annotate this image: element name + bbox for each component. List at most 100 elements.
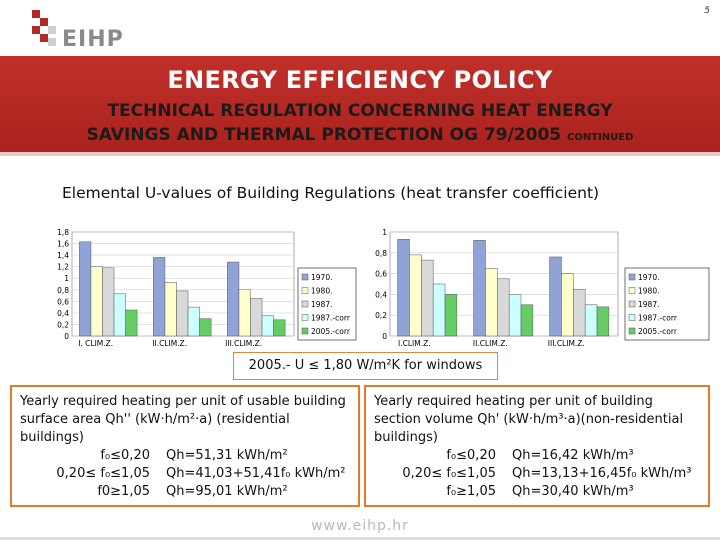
legend-label: 2005.-corr	[638, 327, 678, 336]
page-number: 5	[704, 6, 710, 16]
subtitle-line-1: TECHNICAL REGULATION CONCERNING HEAT ENE…	[107, 101, 613, 121]
formula-result: Qh=51,31 kWh/m²	[166, 448, 288, 463]
logo-text: EIHP	[62, 27, 124, 52]
footer-edge	[0, 537, 720, 540]
page-subtitle: TECHNICAL REGULATION CONCERNING HEAT ENE…	[0, 99, 720, 150]
eihp-logo: EIHP	[30, 10, 150, 56]
legend-swatch	[301, 273, 309, 281]
bar	[421, 259, 434, 337]
chart-u-values-1: 0 0,2 0,4 0,6 0,8 1 1,2 1,4 1,6 1,8 I. CLIM.Z. II.C…	[50, 226, 360, 352]
formula-result: Qh=13,13+16,45f₀ kWh/m³	[512, 466, 692, 481]
y-tick-label: 1	[382, 228, 387, 237]
formula-row: f0≥1,05 Qh=95,01 kWh/m²	[20, 483, 350, 501]
subtitle-line-2: SAVINGS AND THERMAL PROTECTION OG 79/200…	[86, 125, 562, 145]
y-tick-label: 0,2	[57, 320, 69, 329]
legend-swatch	[301, 327, 309, 335]
bar	[187, 306, 200, 337]
title-banner: ENERGY EFFICIENCY POLICY TECHNICAL REGUL…	[0, 56, 720, 152]
bar	[397, 239, 410, 337]
bar	[238, 289, 251, 337]
formula-condition: 0,20≤ f₀≤1,05	[56, 466, 150, 481]
bar	[432, 283, 446, 337]
residential-description: Yearly required heating per unit of usab…	[20, 394, 346, 445]
chart-u-values-2: 0 0,2 0,4 0,6 0,8 1 I.CLIM.Z. II.CLIM.Z. III.CLI…	[368, 226, 713, 352]
footer: www.eihp.hr	[0, 510, 720, 540]
residential-box: Yearly required heating per unit of usab…	[10, 385, 360, 507]
bar	[261, 315, 274, 337]
formula-condition: f₀≤0,20	[100, 448, 150, 463]
non-residential-description: Yearly required heating per unit of buil…	[374, 394, 684, 445]
bar	[79, 241, 92, 337]
y-tick-label: 0,4	[375, 290, 387, 299]
legend-swatch	[628, 273, 636, 281]
y-tick-label: 0,8	[57, 286, 69, 295]
logo-squares-icon	[30, 10, 60, 46]
legend-swatch	[628, 327, 636, 335]
formula-condition: f0≥1,05	[97, 484, 150, 499]
bar	[102, 267, 115, 337]
formula-condition: f₀≤0,20	[446, 448, 496, 463]
bar	[199, 318, 212, 337]
legend-label: 1987.	[311, 300, 332, 309]
formula-result: Qh=95,01 kWh/m²	[166, 484, 288, 499]
bar	[227, 261, 240, 337]
bar	[250, 298, 263, 337]
legend-swatch	[301, 300, 309, 308]
y-tick-label: 0,4	[57, 309, 69, 318]
y-tick-label: 0,6	[375, 270, 387, 279]
footer-url: www.eihp.hr	[311, 518, 409, 534]
bar	[485, 268, 498, 337]
bar	[497, 278, 510, 337]
legend-label: 2005.-corr	[311, 327, 351, 336]
x-tick-label: III.CLIM.Z.	[548, 339, 585, 348]
bar	[444, 294, 458, 337]
x-tick-label: III.CLIM.Z.	[225, 339, 262, 348]
non-residential-box: Yearly required heating per unit of buil…	[364, 385, 710, 507]
formula-row: f₀≥1,05 Qh=30,40 kWh/m³	[374, 483, 700, 501]
legend-label: 1970.	[311, 273, 332, 282]
y-tick-label: 1,8	[57, 228, 69, 237]
legend-label: 1987.-corr	[638, 314, 678, 323]
formula-row: f₀≤0,20 Qh=16,42 kWh/m³	[374, 447, 700, 465]
continued-label: CONTINUED	[567, 132, 634, 143]
formula-condition: f₀≥1,05	[446, 484, 496, 499]
y-tick-label: 0,8	[375, 249, 387, 258]
bar	[113, 293, 126, 337]
bar	[164, 282, 177, 337]
x-tick-label: II.CLIM.Z.	[473, 339, 508, 348]
formula-result: Qh=30,40 kWh/m³	[512, 484, 634, 499]
y-tick-label: 1	[64, 274, 69, 283]
legend-label: 1980.	[638, 287, 659, 296]
legend-swatch	[301, 314, 309, 321]
formula-result: Qh=16,42 kWh/m³	[512, 448, 634, 463]
y-tick-label: 1,6	[57, 240, 69, 249]
banner-strip	[0, 152, 720, 156]
bar	[409, 254, 422, 337]
legend-label: 1987.	[638, 300, 659, 309]
formula-condition: 0,20≤ f₀≤1,05	[402, 466, 496, 481]
legend-label: 1980.	[311, 287, 332, 296]
bar	[561, 273, 574, 337]
legend-box	[624, 267, 710, 341]
bar	[125, 309, 138, 337]
bar	[273, 319, 286, 337]
section-heading: Elemental U-values of Building Regulatio…	[62, 184, 600, 202]
y-tick-label: 1,2	[57, 263, 69, 272]
bar	[520, 304, 534, 337]
formula-row: 0,20≤ f₀≤1,05 Qh=41,03+51,41f₀ kWh/m²	[20, 465, 350, 483]
bar	[473, 240, 486, 337]
y-tick-label: 0	[64, 332, 69, 341]
y-tick-label: 0,6	[57, 297, 69, 306]
bar	[573, 288, 586, 337]
legend-swatch	[628, 314, 636, 321]
bar	[176, 290, 189, 337]
y-tick-label: 1,4	[57, 251, 69, 260]
y-tick-label: 0,2	[375, 311, 387, 320]
legend-label: 1987.-corr	[311, 314, 351, 323]
x-tick-label: I. CLIM.Z.	[78, 339, 113, 348]
legend-swatch	[301, 287, 309, 294]
bar	[508, 294, 522, 337]
legend-label: 1970.	[638, 273, 659, 282]
y-tick-label: 0	[382, 332, 387, 341]
bar	[549, 256, 562, 337]
